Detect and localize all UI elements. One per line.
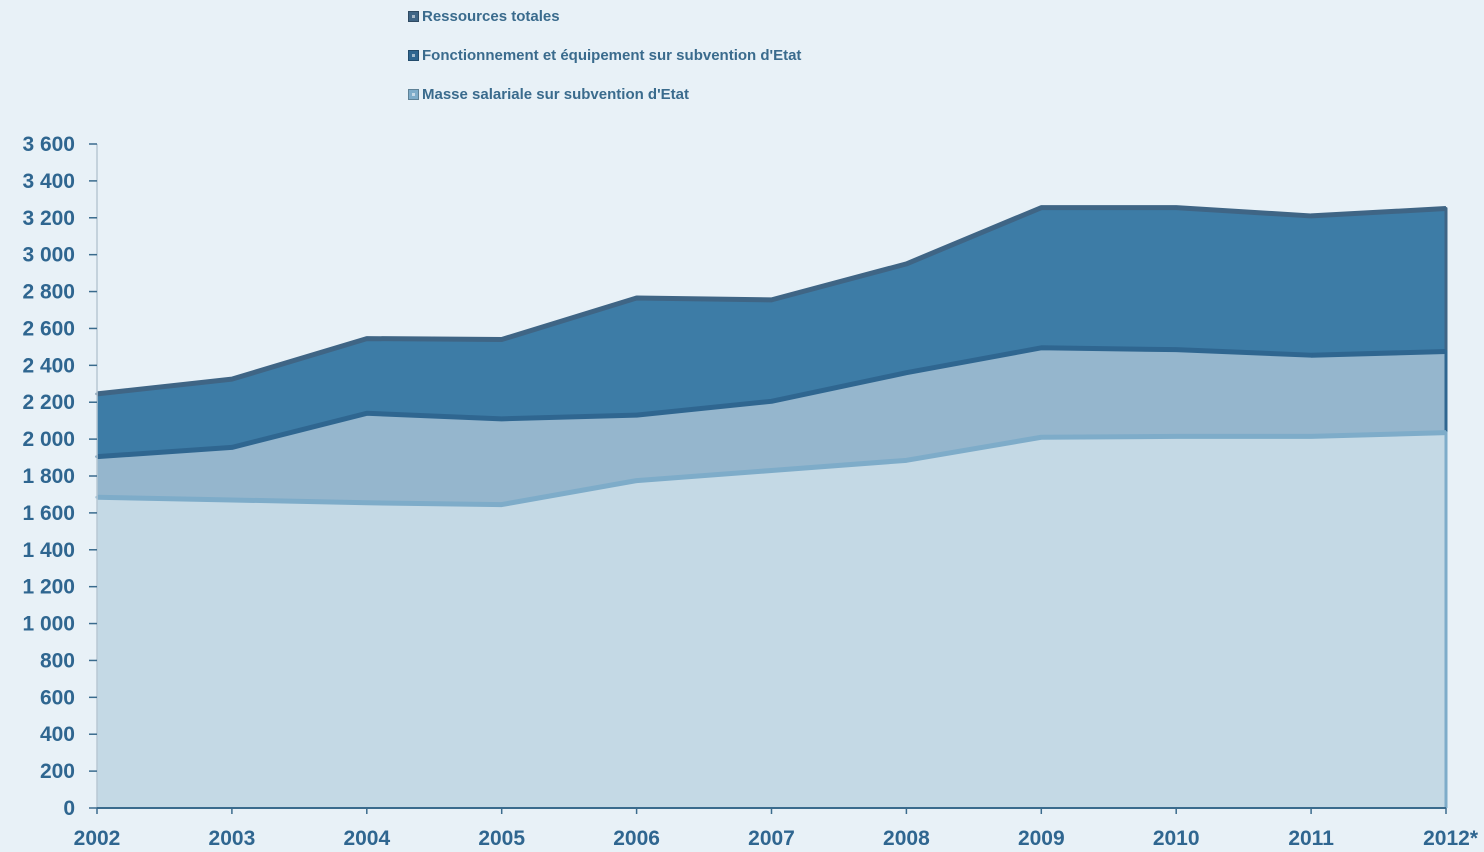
data-point-fonctionnement-et-equipement-sur-subvention-d-etat-2012 [1444,350,1448,353]
area-masse-salariale-sur-subvention-d-etat [97,432,1446,808]
y-tick-label: 3 200 [22,207,75,230]
data-point-masse-salariale-sur-subvention-d-etat-2008 [904,458,908,462]
data-point-fonctionnement-et-equipement-sur-subvention-d-etat-2011 [1309,353,1313,357]
x-tick-label: 2011 [1288,827,1334,850]
legend-item-ressources-totales: Ressources totales [408,6,801,26]
x-tick-label: 2006 [613,827,660,850]
y-tick-label: 600 [40,686,75,709]
legend-swatch-masse-salariale [408,88,419,100]
data-point-masse-salariale-sur-subvention-d-etat-2004 [365,501,369,505]
data-point-masse-salariale-sur-subvention-d-etat-2007 [770,468,773,472]
data-point-ressources-totales-2003 [230,377,234,381]
y-tick-label: 2 800 [22,281,75,304]
x-tick-label: 2012* [1423,827,1479,850]
x-tick-label: 2007 [748,827,795,850]
x-tick-label: 2005 [478,827,525,850]
y-tick-label: 0 [63,797,75,820]
data-point-ressources-totales-2009 [1039,206,1043,210]
y-tick-label: 800 [40,649,75,672]
legend-label-ressources-totales: Ressources totales [422,7,560,25]
data-point-ressources-totales-2010 [1174,206,1178,210]
y-tick-label: 1 800 [22,465,75,488]
legend-item-masse-salariale: Masse salariale sur subvention d'Etat [408,84,801,104]
x-tick-label: 2008 [883,827,930,850]
x-tick-label: 2002 [74,827,121,850]
data-point-ressources-totales-2006 [635,296,639,300]
data-point-ressources-totales-2007 [770,298,773,302]
data-point-masse-salariale-sur-subvention-d-etat-2010 [1174,434,1178,438]
x-tick-label: 2009 [1018,827,1065,850]
data-point-fonctionnement-et-equipement-sur-subvention-d-etat-2005 [500,417,504,421]
y-tick-label: 3 400 [22,170,75,193]
data-point-fonctionnement-et-equipement-sur-subvention-d-etat-2003 [230,445,234,449]
data-point-fonctionnement-et-equipement-sur-subvention-d-etat-2008 [904,371,908,375]
legend-label-fonctionnement: Fonctionnement et équipement sur subvent… [422,46,802,64]
x-tick-label: 2003 [209,827,256,850]
chart-legend: Ressources totales Fonctionnement et équ… [408,6,801,123]
data-point-fonctionnement-et-equipement-sur-subvention-d-etat-2009 [1039,346,1043,350]
data-point-masse-salariale-sur-subvention-d-etat-2012 [1444,431,1448,435]
data-point-fonctionnement-et-equipement-sur-subvention-d-etat-2010 [1174,348,1178,352]
y-tick-label: 2 600 [22,317,75,340]
legend-swatch-fonctionnement [408,49,419,61]
data-point-ressources-totales-2012 [1444,207,1448,211]
y-tick-label: 1 400 [22,539,75,562]
x-tick-label: 2004 [343,827,390,850]
y-tick-label: 2 000 [22,428,75,451]
data-point-ressources-totales-2004 [365,337,369,341]
y-tick-label: 2 400 [22,354,75,377]
y-tick-label: 3 000 [22,244,75,267]
data-point-masse-salariale-sur-subvention-d-etat-2011 [1309,434,1313,438]
legend-label-masse-salariale: Masse salariale sur subvention d'Etat [422,85,689,103]
legend-item-fonctionnement: Fonctionnement et équipement sur subvent… [408,45,801,65]
y-tick-label: 2 200 [22,391,75,414]
data-point-fonctionnement-et-equipement-sur-subvention-d-etat-2004 [365,411,369,415]
data-point-ressources-totales-2011 [1309,214,1313,218]
data-point-fonctionnement-et-equipement-sur-subvention-d-etat-2007 [770,399,773,403]
y-tick-label: 200 [40,760,75,783]
x-tick-label: 2010 [1153,827,1200,850]
data-point-masse-salariale-sur-subvention-d-etat-2009 [1039,435,1043,439]
data-point-masse-salariale-sur-subvention-d-etat-2006 [635,479,639,483]
y-tick-label: 1 600 [22,502,75,525]
y-tick-label: 3 600 [22,133,75,156]
y-tick-label: 1 000 [22,613,75,636]
data-point-masse-salariale-sur-subvention-d-etat-2005 [500,503,504,507]
data-point-ressources-totales-2008 [904,262,908,266]
y-tick-label: 400 [40,723,75,746]
legend-swatch-ressources-totales [408,10,419,22]
data-point-fonctionnement-et-equipement-sur-subvention-d-etat-2006 [635,413,639,417]
y-tick-label: 1 200 [22,576,75,599]
data-point-ressources-totales-2005 [500,338,504,342]
data-point-masse-salariale-sur-subvention-d-etat-2003 [230,498,234,502]
